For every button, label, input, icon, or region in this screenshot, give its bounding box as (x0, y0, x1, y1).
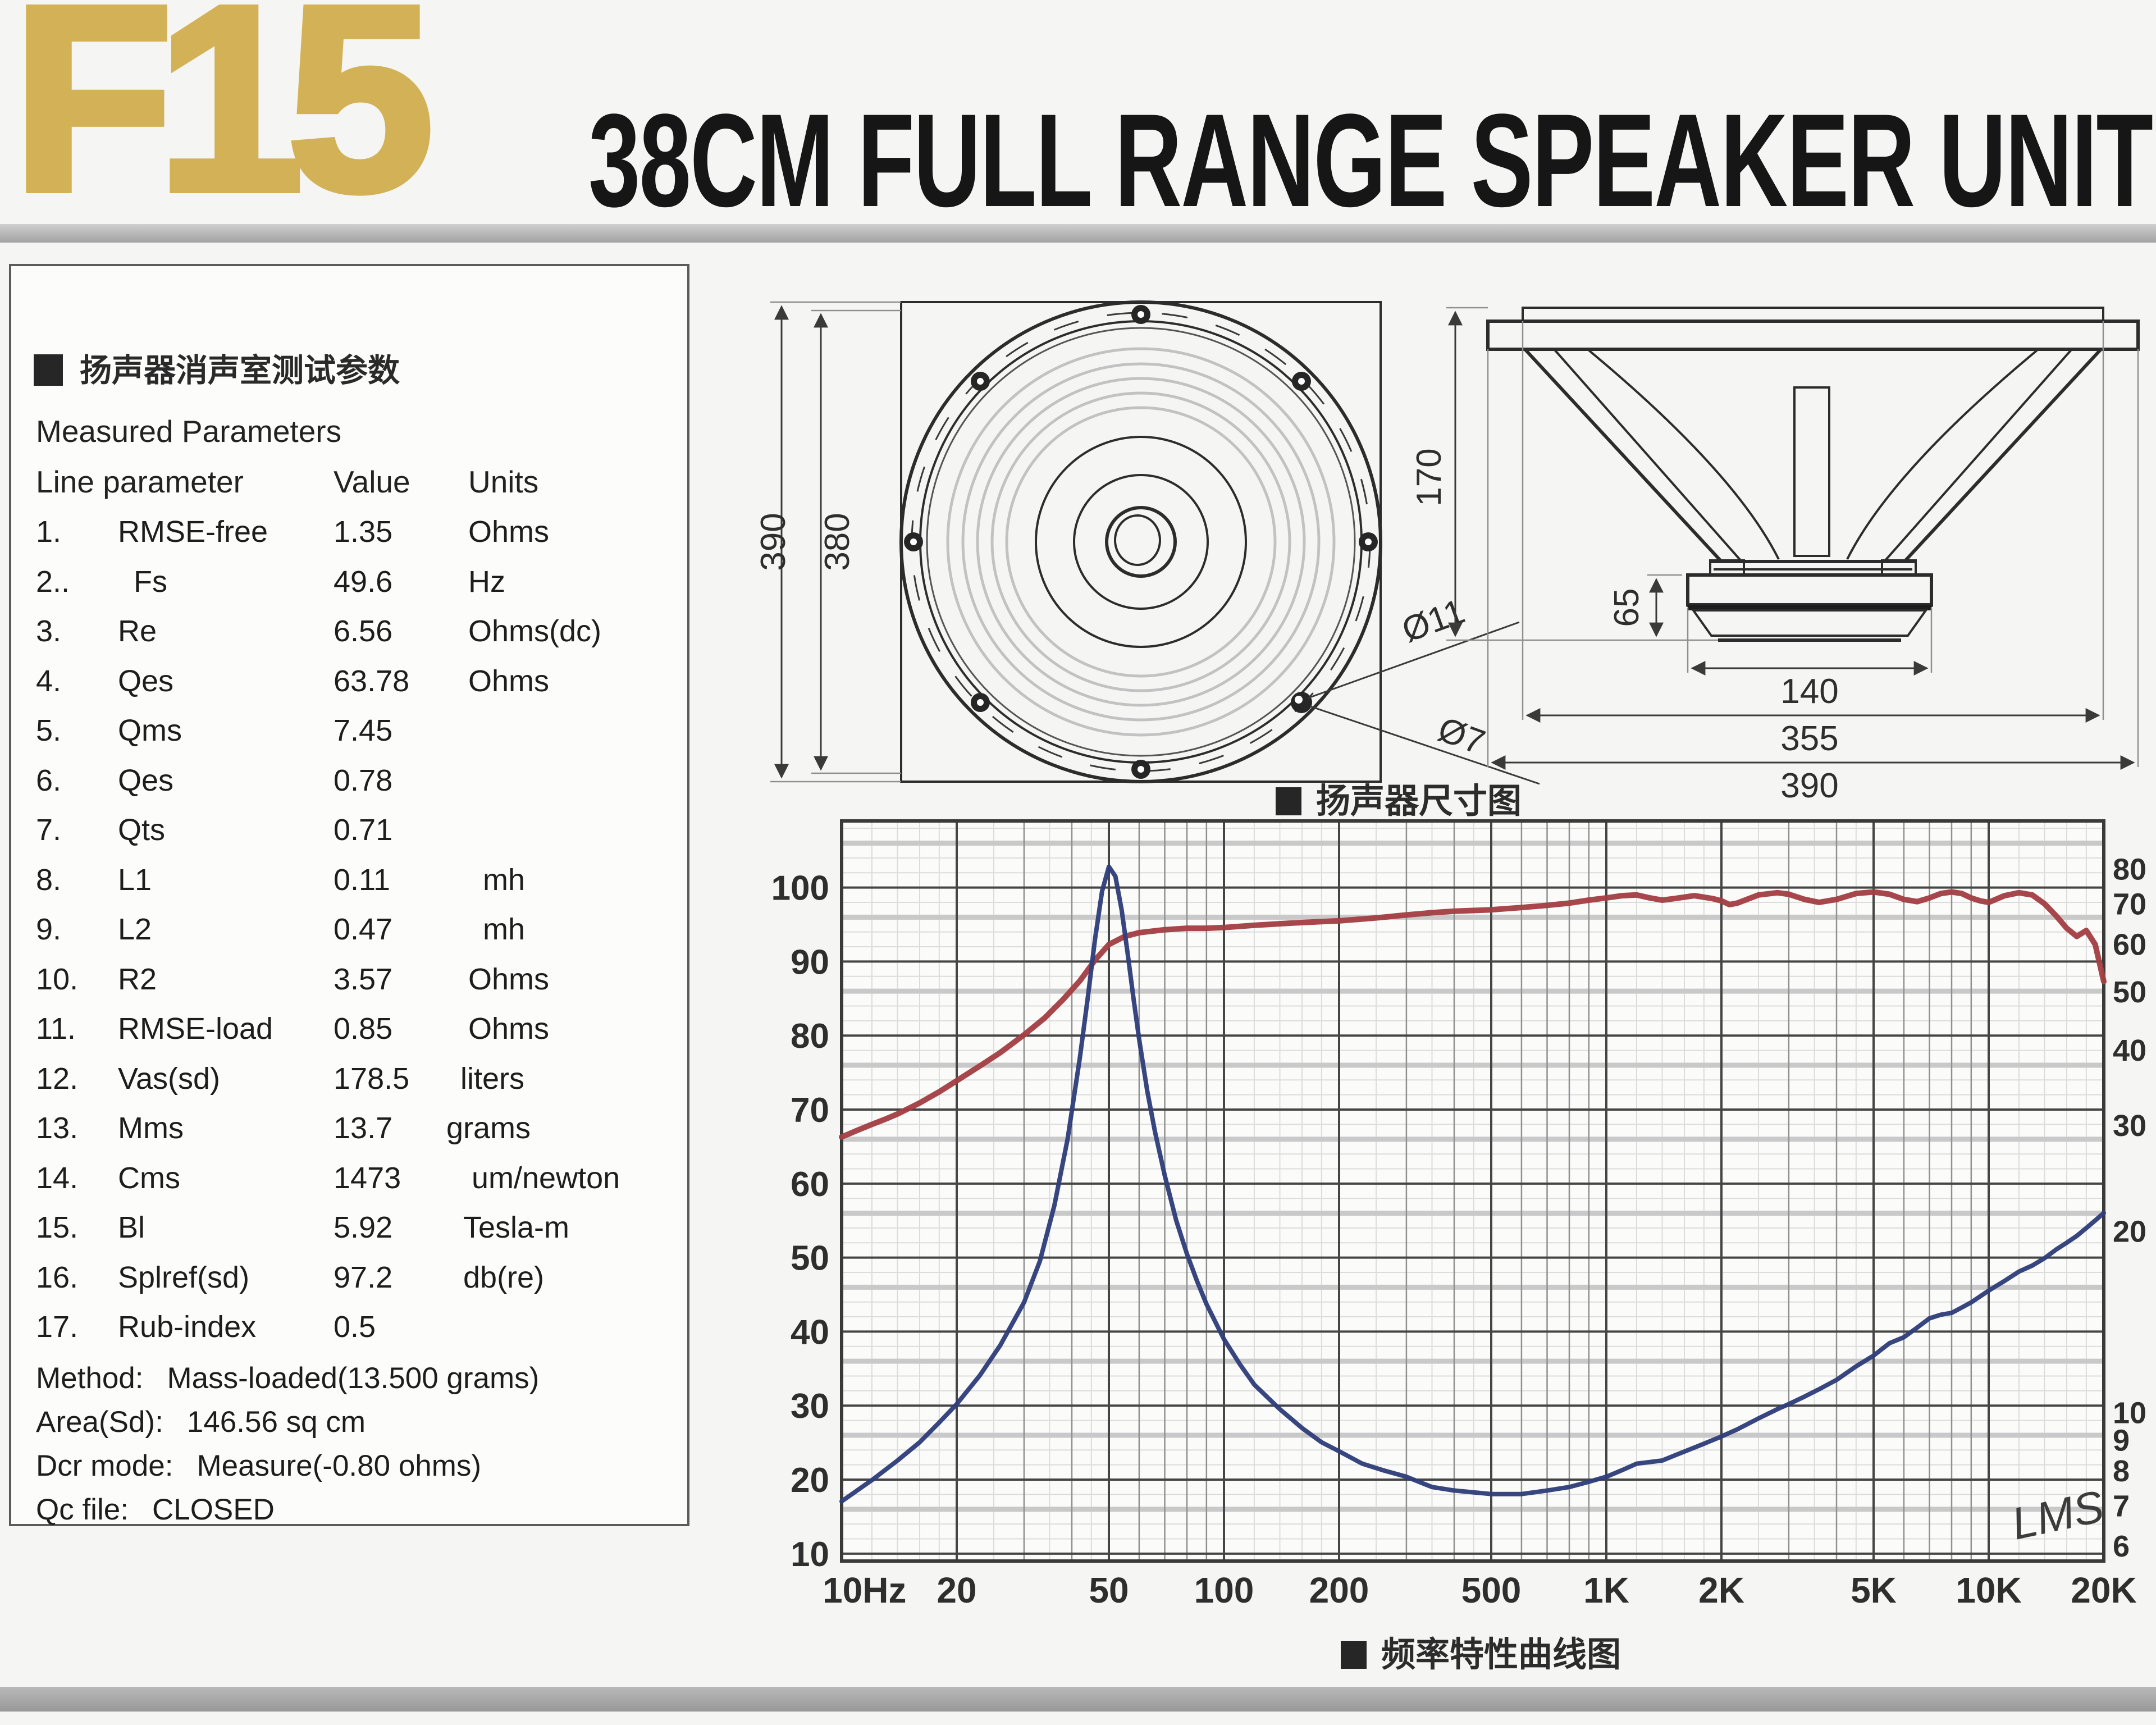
svg-text:70: 70 (791, 1091, 829, 1130)
svg-text:20K: 20K (2071, 1570, 2136, 1610)
svg-text:100: 100 (771, 869, 829, 908)
header-divider (0, 224, 2156, 243)
table-row: 4. Qes 63.78 Ohms (36, 664, 550, 698)
panel-subtitle: Measured Parameters (36, 414, 342, 449)
table-row: 9. L2 0.47 mh (36, 912, 526, 946)
side-dim-140: 140 (1780, 672, 1838, 711)
svg-text:30: 30 (791, 1387, 829, 1426)
svg-text:20: 20 (2113, 1215, 2146, 1249)
svg-text:100: 100 (1194, 1570, 1254, 1610)
svg-text:9: 9 (2113, 1423, 2130, 1457)
footer-divider (0, 1687, 2156, 1712)
svg-text:50: 50 (2113, 975, 2146, 1009)
svg-text:10: 10 (2113, 1396, 2146, 1430)
measured-parameters-panel: 扬声器消声室测试参数 Measured Parameters Line para… (9, 264, 689, 1526)
table-row: 3. Re 6.56 Ohms(dc) (36, 614, 602, 648)
svg-text:60: 60 (791, 1165, 829, 1204)
svg-text:500: 500 (1461, 1570, 1522, 1610)
table-row: 6. Qes 0.78 (36, 763, 393, 797)
column-header-line: Line parameter (36, 464, 244, 499)
svg-text:10: 10 (791, 1535, 829, 1574)
bullet-square-icon (34, 354, 63, 386)
table-row: 13. Mms 13.7 grams (36, 1111, 531, 1145)
mounting-holes (904, 305, 1378, 779)
front-dim-380: 380 (818, 513, 857, 571)
brand-logo: F15 (8, 0, 437, 245)
front-dim-390: 390 (754, 513, 793, 571)
chart-caption: 频率特性曲线图 (1341, 1626, 1621, 1676)
table-row: 5. Qms 7.45 (36, 714, 393, 747)
frequency-response-chart: 10Hz 20 50 100 200 500 1K 2K 5K 10K 20K 10 20 30 40 50 6… (771, 819, 2146, 1610)
panel-title: 扬声器消声室测试参数 (34, 345, 400, 391)
parameters-table: 1. RMSE-free 1.35 Ohms 2.. Fs 49.6 Hz 3. Re 6.56… (11, 514, 687, 1359)
svg-text:1K: 1K (1583, 1570, 1629, 1610)
side-dim-355: 355 (1780, 719, 1838, 758)
table-row: 1. RMSE-free 1.35 Ohms (36, 515, 550, 549)
svg-text:7: 7 (2113, 1489, 2130, 1523)
side-dim-65: 65 (1607, 588, 1646, 627)
table-row: 12. Vas(sd) 178.5 liters (36, 1061, 525, 1096)
svg-text:6: 6 (2113, 1530, 2130, 1563)
table-row: 15. Bl 5.92 Tesla-m (36, 1211, 570, 1244)
method-line: Method: Mass-loaded(13.500 grams) (36, 1362, 540, 1395)
column-header-units: Units (468, 464, 539, 499)
speaker-side-drawing: 170 65 140 355 390 (1410, 307, 2140, 805)
svg-text:20: 20 (791, 1461, 829, 1500)
page-title: 38CM FULL RANGE SPEAKER UNIT (588, 86, 2153, 235)
side-dim-170: 170 (1410, 448, 1449, 506)
speaker-front-drawing: 390 380 Ø11 Ø7 (754, 300, 1540, 785)
method-line: Area(Sd): 146.56 sq cm (36, 1405, 366, 1439)
table-row: 17. Rub-index 0.5 (36, 1310, 376, 1344)
svg-text:5K: 5K (1851, 1570, 1897, 1610)
table-row: 7. Qts 0.71 (36, 813, 393, 847)
svg-text:40: 40 (2113, 1034, 2146, 1067)
bullet-square-icon (1341, 1641, 1367, 1669)
method-line: Dcr mode: Measure(-0.80 ohms) (36, 1449, 482, 1482)
svg-text:80: 80 (791, 1017, 829, 1056)
svg-text:70: 70 (2113, 888, 2146, 921)
svg-text:30: 30 (2113, 1109, 2146, 1143)
svg-text:20: 20 (937, 1570, 976, 1610)
svg-text:80: 80 (2113, 852, 2146, 886)
svg-text:2K: 2K (1698, 1570, 1744, 1610)
svg-text:200: 200 (1309, 1570, 1369, 1610)
table-row: 16. Splref(sd) 97.2 db(re) (36, 1260, 545, 1294)
table-row: 10. R2 3.57 Ohms (36, 962, 550, 996)
table-row: 8. L1 0.11 mh (36, 862, 526, 897)
panel-title-text: 扬声器消声室测试参数 (80, 353, 400, 389)
table-row: 14. Cms 1473 um/newton (36, 1161, 620, 1195)
chart-frame (840, 819, 2105, 1563)
svg-text:50: 50 (791, 1239, 829, 1278)
svg-text:90: 90 (791, 943, 829, 982)
svg-text:10K: 10K (1956, 1570, 2021, 1610)
svg-text:60: 60 (2113, 928, 2146, 961)
svg-text:8: 8 (2113, 1454, 2130, 1488)
svg-text:10Hz: 10Hz (823, 1570, 906, 1610)
bullet-square-icon (1276, 787, 1301, 815)
method-block: Method: Mass-loaded(13.500 grams) Area(Sd… (36, 1357, 539, 1532)
side-dim-390: 390 (1780, 766, 1838, 805)
svg-text:40: 40 (791, 1313, 829, 1352)
method-line: Qc file: CLOSED (36, 1493, 275, 1526)
table-row: 11. RMSE-load 0.85 Ohms (36, 1012, 550, 1046)
column-header-value: Value (334, 464, 410, 499)
table-row: 2.. Fs 49.6 Hz (36, 564, 505, 599)
front-view-caption: 扬声器尺寸图 (1276, 773, 1522, 823)
svg-text:50: 50 (1089, 1570, 1129, 1610)
